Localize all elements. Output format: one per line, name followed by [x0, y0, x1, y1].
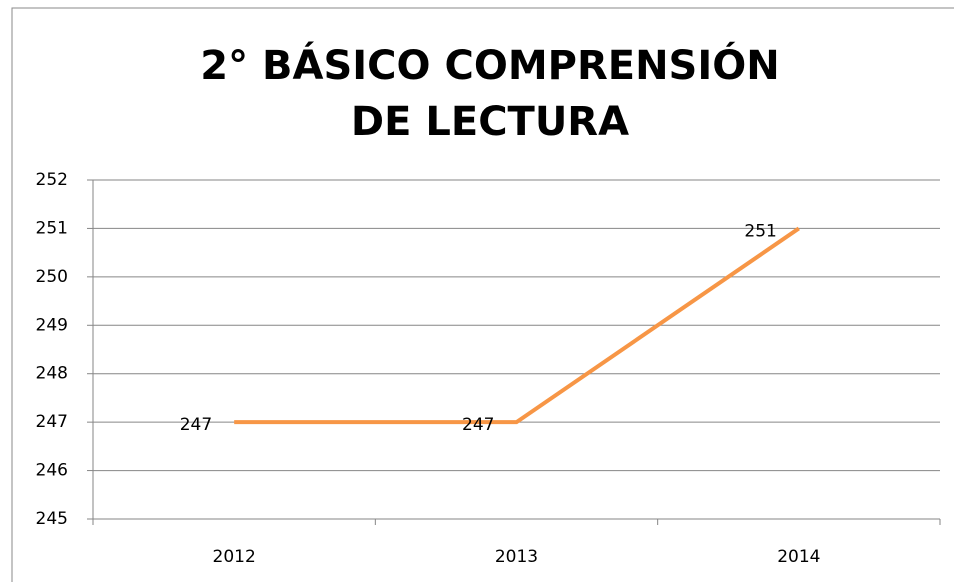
y-tick-label: 248 — [36, 364, 68, 384]
line-series — [234, 226, 800, 425]
data-label: 247 — [462, 415, 494, 435]
y-tick-label: 246 — [36, 461, 68, 481]
chart-border — [11, 7, 954, 582]
chart-title: 2° BÁSICO COMPRENSIÓN DE LECTURA — [200, 43, 780, 145]
x-tick-label: 2013 — [495, 547, 538, 567]
y-tick-label: 250 — [36, 267, 68, 287]
y-tick-label: 252 — [36, 170, 68, 190]
data-label: 251 — [744, 221, 776, 241]
y-tick-label: 249 — [36, 315, 68, 335]
y-tick-label: 247 — [36, 412, 68, 432]
x-tick-label: 2012 — [213, 547, 256, 567]
y-tick-label: 251 — [36, 218, 68, 238]
y-tick-label: 245 — [36, 509, 68, 529]
data-label: 247 — [180, 415, 212, 435]
x-tick-label: 2014 — [777, 547, 820, 567]
